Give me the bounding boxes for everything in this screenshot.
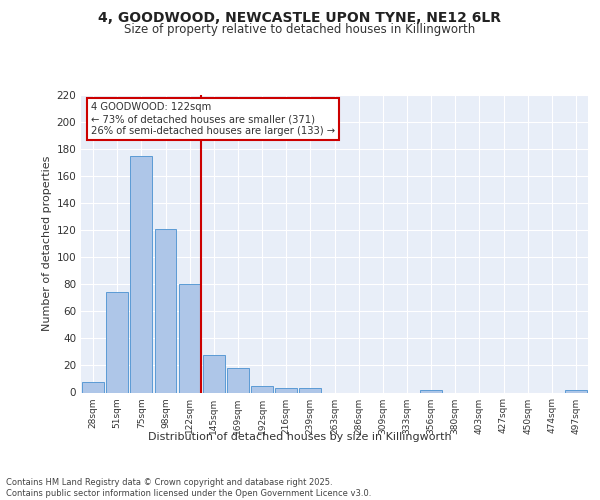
Bar [130, 156, 152, 392]
Bar [203, 354, 224, 393]
Bar [106, 292, 128, 392]
Bar [565, 390, 587, 392]
Text: Contains HM Land Registry data © Crown copyright and database right 2025.
Contai: Contains HM Land Registry data © Crown c… [6, 478, 371, 498]
Bar [420, 390, 442, 392]
Text: Size of property relative to detached houses in Killingworth: Size of property relative to detached ho… [124, 23, 476, 36]
Bar [179, 284, 200, 393]
Bar [275, 388, 297, 392]
Y-axis label: Number of detached properties: Number of detached properties [42, 156, 52, 332]
Text: Distribution of detached houses by size in Killingworth: Distribution of detached houses by size … [148, 432, 452, 442]
Bar [227, 368, 249, 392]
Text: 4 GOODWOOD: 122sqm
← 73% of detached houses are smaller (371)
26% of semi-detach: 4 GOODWOOD: 122sqm ← 73% of detached hou… [91, 102, 335, 136]
Text: 4, GOODWOOD, NEWCASTLE UPON TYNE, NE12 6LR: 4, GOODWOOD, NEWCASTLE UPON TYNE, NE12 6… [98, 11, 502, 25]
Bar [82, 382, 104, 392]
Bar [155, 229, 176, 392]
Bar [251, 386, 273, 392]
Bar [299, 388, 321, 392]
